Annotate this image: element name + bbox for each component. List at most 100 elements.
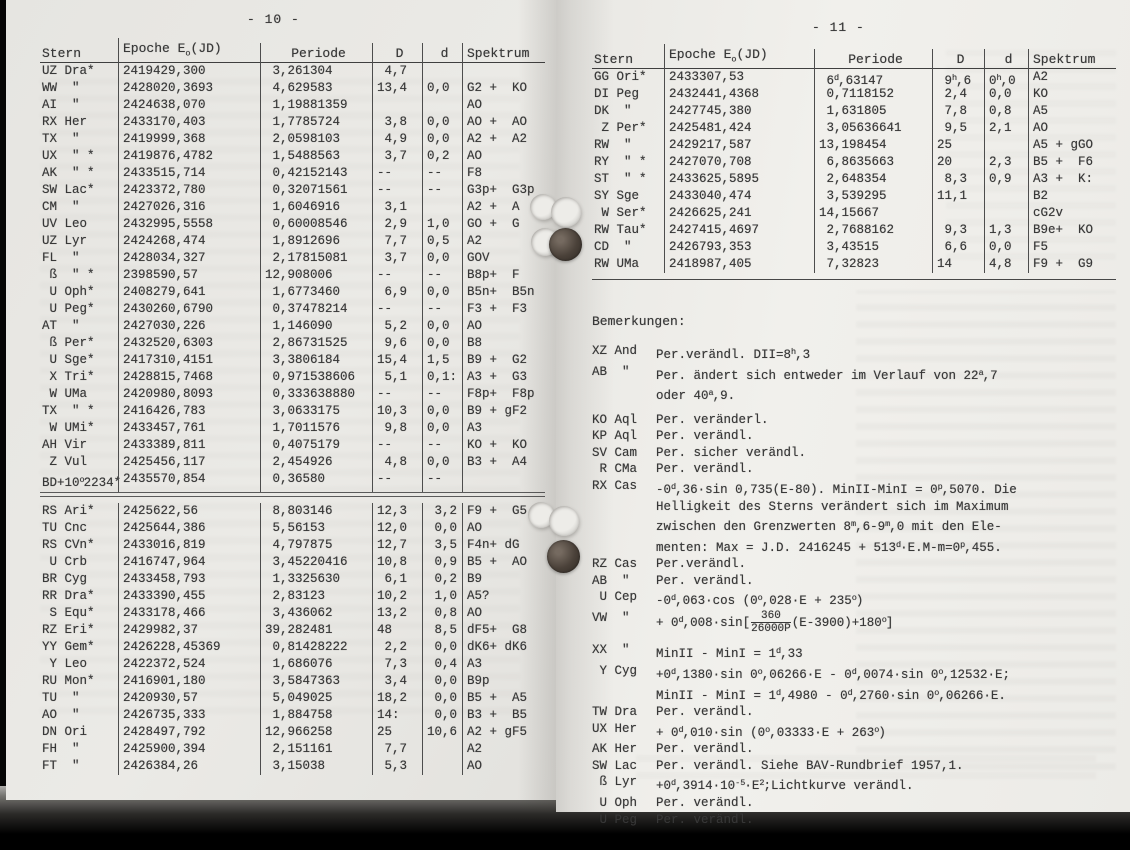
cell-d: 8,5 xyxy=(422,622,462,639)
cell-stern: BR Cyg xyxy=(42,572,88,586)
table-row: UX " * 2419876,4782 1,5488563 3,7 0,2 AO xyxy=(40,148,545,165)
cell-periode: 0,81428222 xyxy=(260,639,372,656)
table-row: GG Ori* 2433307,53 6d,63147 9h,6 0h,0 A2 xyxy=(592,69,1116,91)
cell-periode: 3,05636641 xyxy=(814,120,932,137)
remark-star-name: ß Lyr xyxy=(592,775,638,790)
table-row: SY Sge 2433040,474 3,539295 11,1 B2 xyxy=(592,188,1116,205)
remark-star-name: SV Cam xyxy=(592,445,638,460)
table-row: DN Ori 2428497,792 12,966258 25 10,6 A2 + gF5 xyxy=(40,724,545,741)
cell-epoche: 2433457,761 xyxy=(118,420,260,437)
cell-spektrum: KO + KO xyxy=(462,437,545,454)
cell-D: -- xyxy=(372,437,422,454)
cell-D: 13,4 xyxy=(372,80,422,97)
cell-epoche: 2420980,8093 xyxy=(118,386,260,403)
cell-epoche: 2425644,386 xyxy=(118,520,260,537)
cell-d: 1,0 xyxy=(422,216,462,233)
cell-spektrum: A3 xyxy=(462,420,545,437)
table-row: FL " 2428034,327 2,17815081 3,7 0,0 GOV xyxy=(40,250,545,267)
remark-item: U Oph Per. verändl. xyxy=(592,795,1120,812)
table-row: AT " 2427030,226 1,146090 5,2 0,0 AO xyxy=(40,318,545,335)
cell-periode: 3,15038 xyxy=(260,758,372,775)
cell-epoche: 2433390,455 xyxy=(118,588,260,605)
remark-text: Per. sicher verändl. xyxy=(656,445,807,460)
cell-stern: RX Her xyxy=(42,115,88,129)
cell-periode: 3,436062 xyxy=(260,605,372,622)
remark-item: KO Aql Per. veränderl. xyxy=(592,412,1120,429)
cell-d: 0,5 xyxy=(422,233,462,250)
table-row: UZ Lyr 2424268,474 1,8912696 7,7 0,5 A2 xyxy=(40,233,545,250)
cell-d: 0,0 xyxy=(422,284,462,301)
cell-D: 4,9 xyxy=(372,131,422,148)
punch-hole xyxy=(551,197,581,227)
cell-stern: UZ Lyr xyxy=(42,234,88,248)
remark-star-name: UX Her xyxy=(592,721,638,736)
remark-text: +0d,1380·sin 0o,06266·E - 0d,0074·sin 0o… xyxy=(656,666,1011,703)
cell-d: -- xyxy=(422,437,462,454)
cell-D: 3,8 xyxy=(372,114,422,131)
cell-D: 25 xyxy=(372,724,422,741)
cell-periode: 1,6046916 xyxy=(260,199,372,216)
cell-stern: U Crb xyxy=(42,555,88,569)
cell-spektrum: B3 + A4 xyxy=(462,454,545,471)
cell-d: 0,0 xyxy=(422,707,462,724)
table-row: RS CVn* 2433016,819 4,797875 12,7 3,5 F4n+ … xyxy=(40,537,545,554)
cell-periode: 6d,63147 xyxy=(814,69,932,91)
page-number: - 11 - xyxy=(812,20,865,35)
cell-D: 7,7 xyxy=(372,233,422,250)
cell-stern: WW " xyxy=(42,81,80,95)
cell-epoche: 2419999,368 xyxy=(118,131,260,148)
remark-text: -0d,063·cos (0o,028·E + 235o) xyxy=(656,593,864,609)
table-row: ß Per* 2432520,6303 2,86731525 9,6 0,0 B8 xyxy=(40,335,545,352)
remark-item: AB " Per. verändl. xyxy=(592,573,1120,590)
cell-periode: 4,797875 xyxy=(260,537,372,554)
table-row: BD+10o2234* 2435570,854 0,36580 -- -- xyxy=(40,471,545,493)
column-header: Periode xyxy=(814,48,932,71)
remark-star-name: Y Cyg xyxy=(592,663,638,678)
remark-item: ß Lyr +0d,3914·10-5·E2;Lichtkurve verändl… xyxy=(592,774,1120,795)
remark-star-name: U Cep xyxy=(592,590,638,605)
cell-periode: 1,6773460 xyxy=(260,284,372,301)
cell-periode: 6,8635663 xyxy=(814,154,932,171)
cell-stern: TU Cnc xyxy=(42,521,88,535)
cell-epoche: 2425456,117 xyxy=(118,454,260,471)
cell-d: 0,9 xyxy=(984,171,1028,188)
table-row: AI " 2424638,070 1,19881359 AO xyxy=(40,97,545,114)
cell-epoche: 2433625,5895 xyxy=(664,171,814,188)
remark-text: Per. verändl. xyxy=(656,573,754,588)
cell-stern: S Equ* xyxy=(42,606,95,620)
cell-D: 4,7 xyxy=(372,63,422,80)
cell-spektrum: AO xyxy=(462,97,545,114)
cell-periode: 0,60008546 xyxy=(260,216,372,233)
cell-spektrum: AO xyxy=(462,148,545,165)
cell-periode: 1,3325630 xyxy=(260,571,372,588)
cell-periode: 3,261304 xyxy=(260,63,372,80)
cell-spektrum: B9 xyxy=(462,571,545,588)
cell-stern: RS Ari* xyxy=(42,504,95,518)
remark-item: U Peg Per. verändl. xyxy=(592,812,1120,829)
cell-epoche: 2416901,180 xyxy=(118,673,260,690)
remark-star-name: XZ And xyxy=(592,344,638,358)
remarks-heading: Bemerkungen: xyxy=(592,314,686,329)
cell-epoche: 2435570,854 xyxy=(118,471,260,493)
cell-periode: 12,966258 xyxy=(260,724,372,741)
remark-text: Per. verändl. xyxy=(656,705,754,720)
cell-d: 3,2 xyxy=(422,503,462,520)
cell-stern: CM " xyxy=(42,200,80,214)
cell-D: 20 xyxy=(932,154,984,171)
cell-d: 0,0 xyxy=(422,80,462,97)
cell-d: 0,0 xyxy=(422,520,462,537)
cell-periode: 2,0598103 xyxy=(260,131,372,148)
cell-D: -- xyxy=(372,165,422,182)
cell-stern: YY Gem* xyxy=(42,640,95,654)
cell-D: 3,7 xyxy=(372,148,422,165)
column-header: Spektrum xyxy=(462,42,545,65)
cell-periode: 0,333638880 xyxy=(260,386,372,403)
cell-epoche: 2433307,53 xyxy=(664,69,814,91)
cell-D: -- xyxy=(372,182,422,199)
cell-d: 0,0 xyxy=(422,454,462,471)
cell-epoche: 2429217,587 xyxy=(664,137,814,154)
remark-item: KP Aql Per. verändl. xyxy=(592,428,1120,445)
cell-stern: RS CVn* xyxy=(42,538,95,552)
